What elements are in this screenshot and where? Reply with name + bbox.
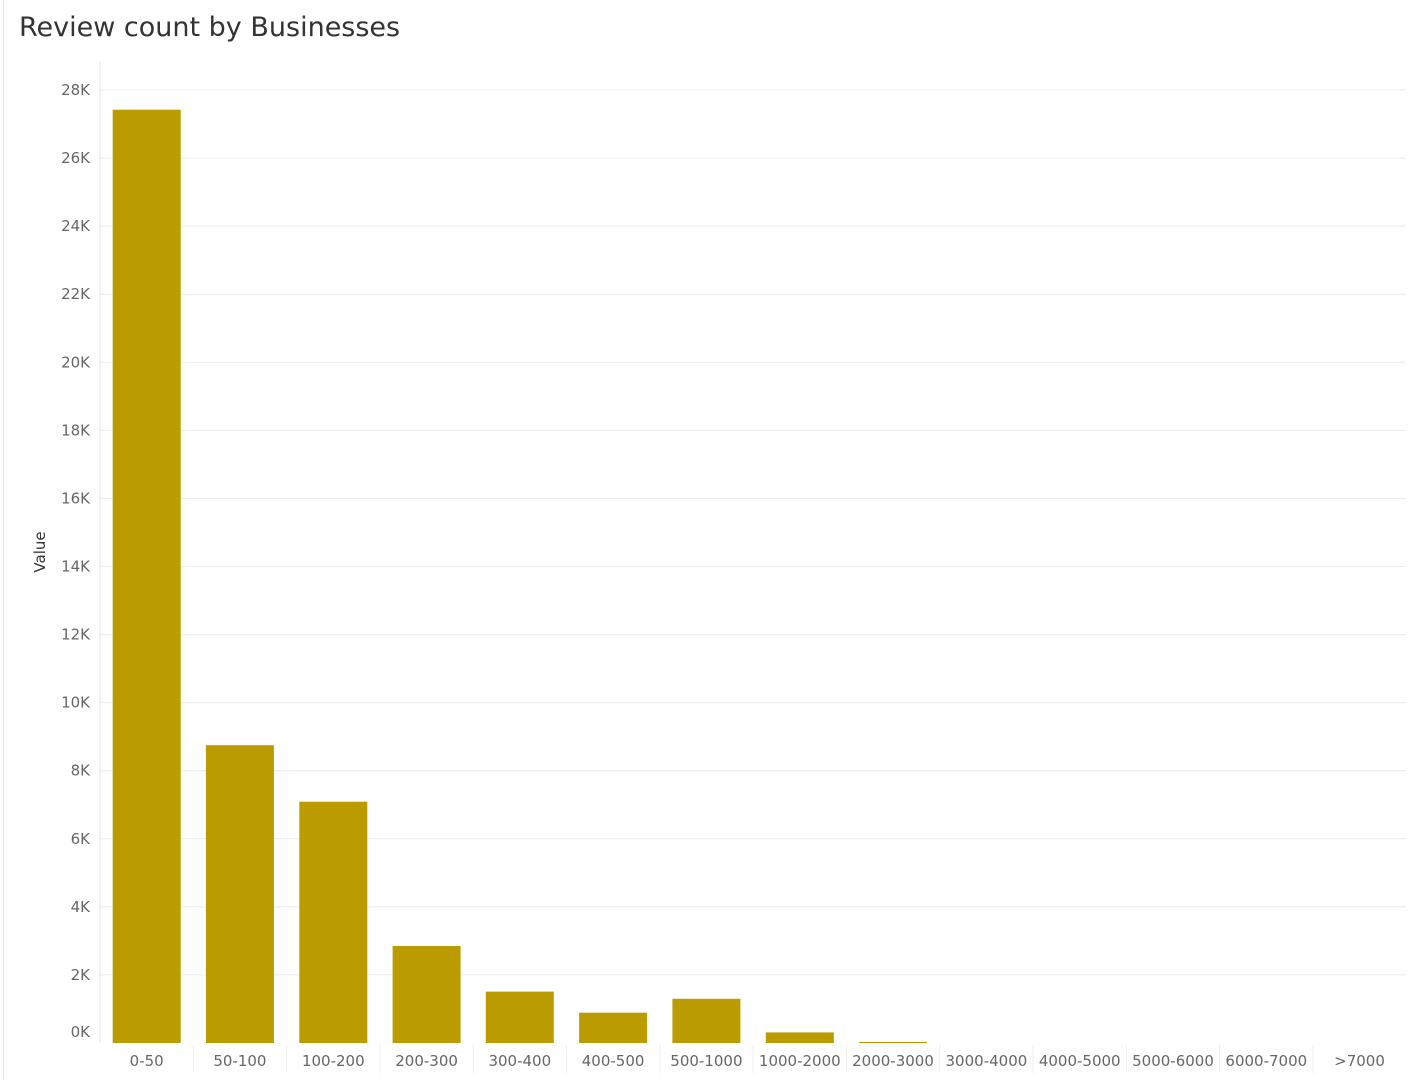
x-tick-label: 50-100 xyxy=(213,1052,266,1070)
x-tick-label: 500-1000 xyxy=(670,1052,742,1070)
x-tick-label: 0-50 xyxy=(130,1052,164,1070)
y-tick-label: 20K xyxy=(61,353,91,371)
bar[interactable] xyxy=(485,991,554,1043)
x-tick-label: 100-200 xyxy=(302,1052,365,1070)
bar[interactable] xyxy=(765,1032,834,1043)
y-tick-label: 2K xyxy=(71,966,92,984)
y-tick-label: 12K xyxy=(61,626,91,644)
y-tick-label: 18K xyxy=(61,421,91,439)
bar[interactable] xyxy=(205,745,274,1043)
x-tick-label: 6000-7000 xyxy=(1225,1052,1307,1070)
y-tick-label: 22K xyxy=(61,285,91,303)
y-axis-ticks: 0K 2K 4K 6K 8K 10K 12K 14K 16K 18K 20K 22K 24K 26K 28K xyxy=(61,81,91,1041)
x-tick-label: 300-400 xyxy=(488,1052,551,1070)
x-tick-label: 3000-4000 xyxy=(946,1052,1028,1070)
x-tick-label: 5000-6000 xyxy=(1132,1052,1214,1070)
x-axis-ticks: 0-50 50-100 100-200 200-300 300-400 400-500 50… xyxy=(130,1045,1385,1073)
y-tick-label: 8K xyxy=(71,762,92,780)
x-tick-label: >7000 xyxy=(1334,1052,1385,1070)
bars xyxy=(112,109,927,1043)
x-tick-label: 4000-5000 xyxy=(1039,1052,1121,1070)
bar[interactable] xyxy=(112,109,181,1043)
y-tick-label: 16K xyxy=(61,489,91,507)
x-tick-label: 400-500 xyxy=(582,1052,645,1070)
y-tick-label: 0K xyxy=(71,1023,92,1041)
y-tick-label: 6K xyxy=(71,830,92,848)
chart-title: Review count by Businesses xyxy=(19,12,401,43)
bar[interactable] xyxy=(579,1012,648,1043)
y-tick-label: 28K xyxy=(61,81,91,99)
bar[interactable] xyxy=(299,801,368,1043)
y-tick-label: 24K xyxy=(61,217,91,235)
y-tick-label: 4K xyxy=(71,898,92,916)
bar[interactable] xyxy=(859,1042,927,1043)
bar[interactable] xyxy=(392,946,461,1043)
x-tick-label: 1000-2000 xyxy=(759,1052,841,1070)
y-tick-label: 10K xyxy=(61,694,91,712)
gridlines xyxy=(100,89,1406,976)
y-tick-label: 14K xyxy=(61,558,91,576)
y-tick-label: 26K xyxy=(61,149,91,167)
bar[interactable] xyxy=(672,998,741,1043)
x-tick-label: 2000-3000 xyxy=(852,1052,934,1070)
y-axis-title: Value xyxy=(31,531,49,572)
left-border xyxy=(3,0,4,1080)
x-tick-label: 200-300 xyxy=(395,1052,458,1070)
